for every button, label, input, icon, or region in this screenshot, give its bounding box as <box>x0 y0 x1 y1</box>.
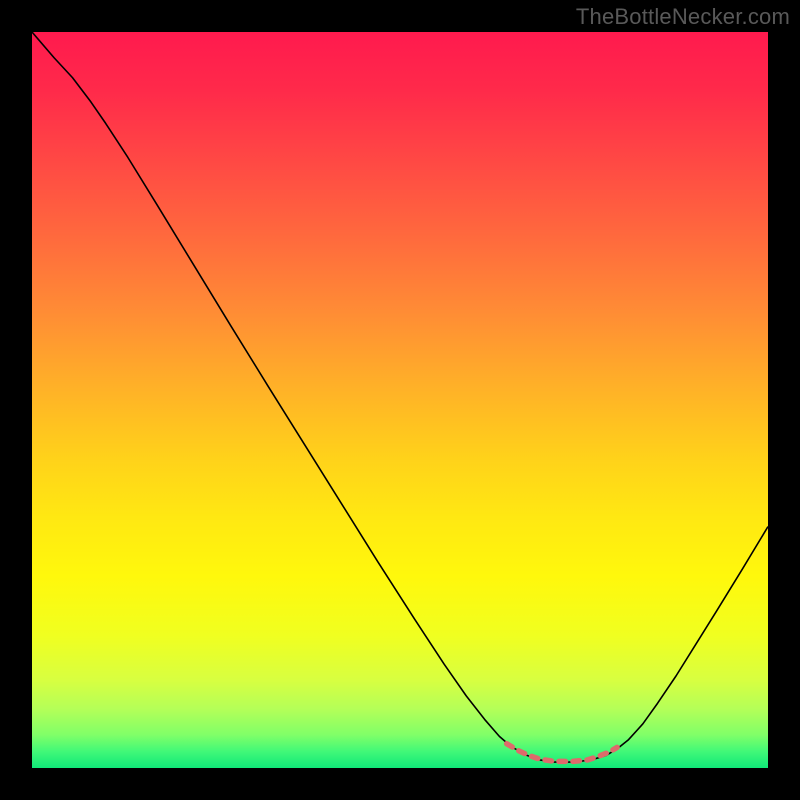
attribution-label: TheBottleNecker.com <box>576 4 790 30</box>
plot-area <box>32 32 768 768</box>
bottleneck-chart: TheBottleNecker.com <box>0 0 800 800</box>
plot-svg <box>32 32 768 768</box>
